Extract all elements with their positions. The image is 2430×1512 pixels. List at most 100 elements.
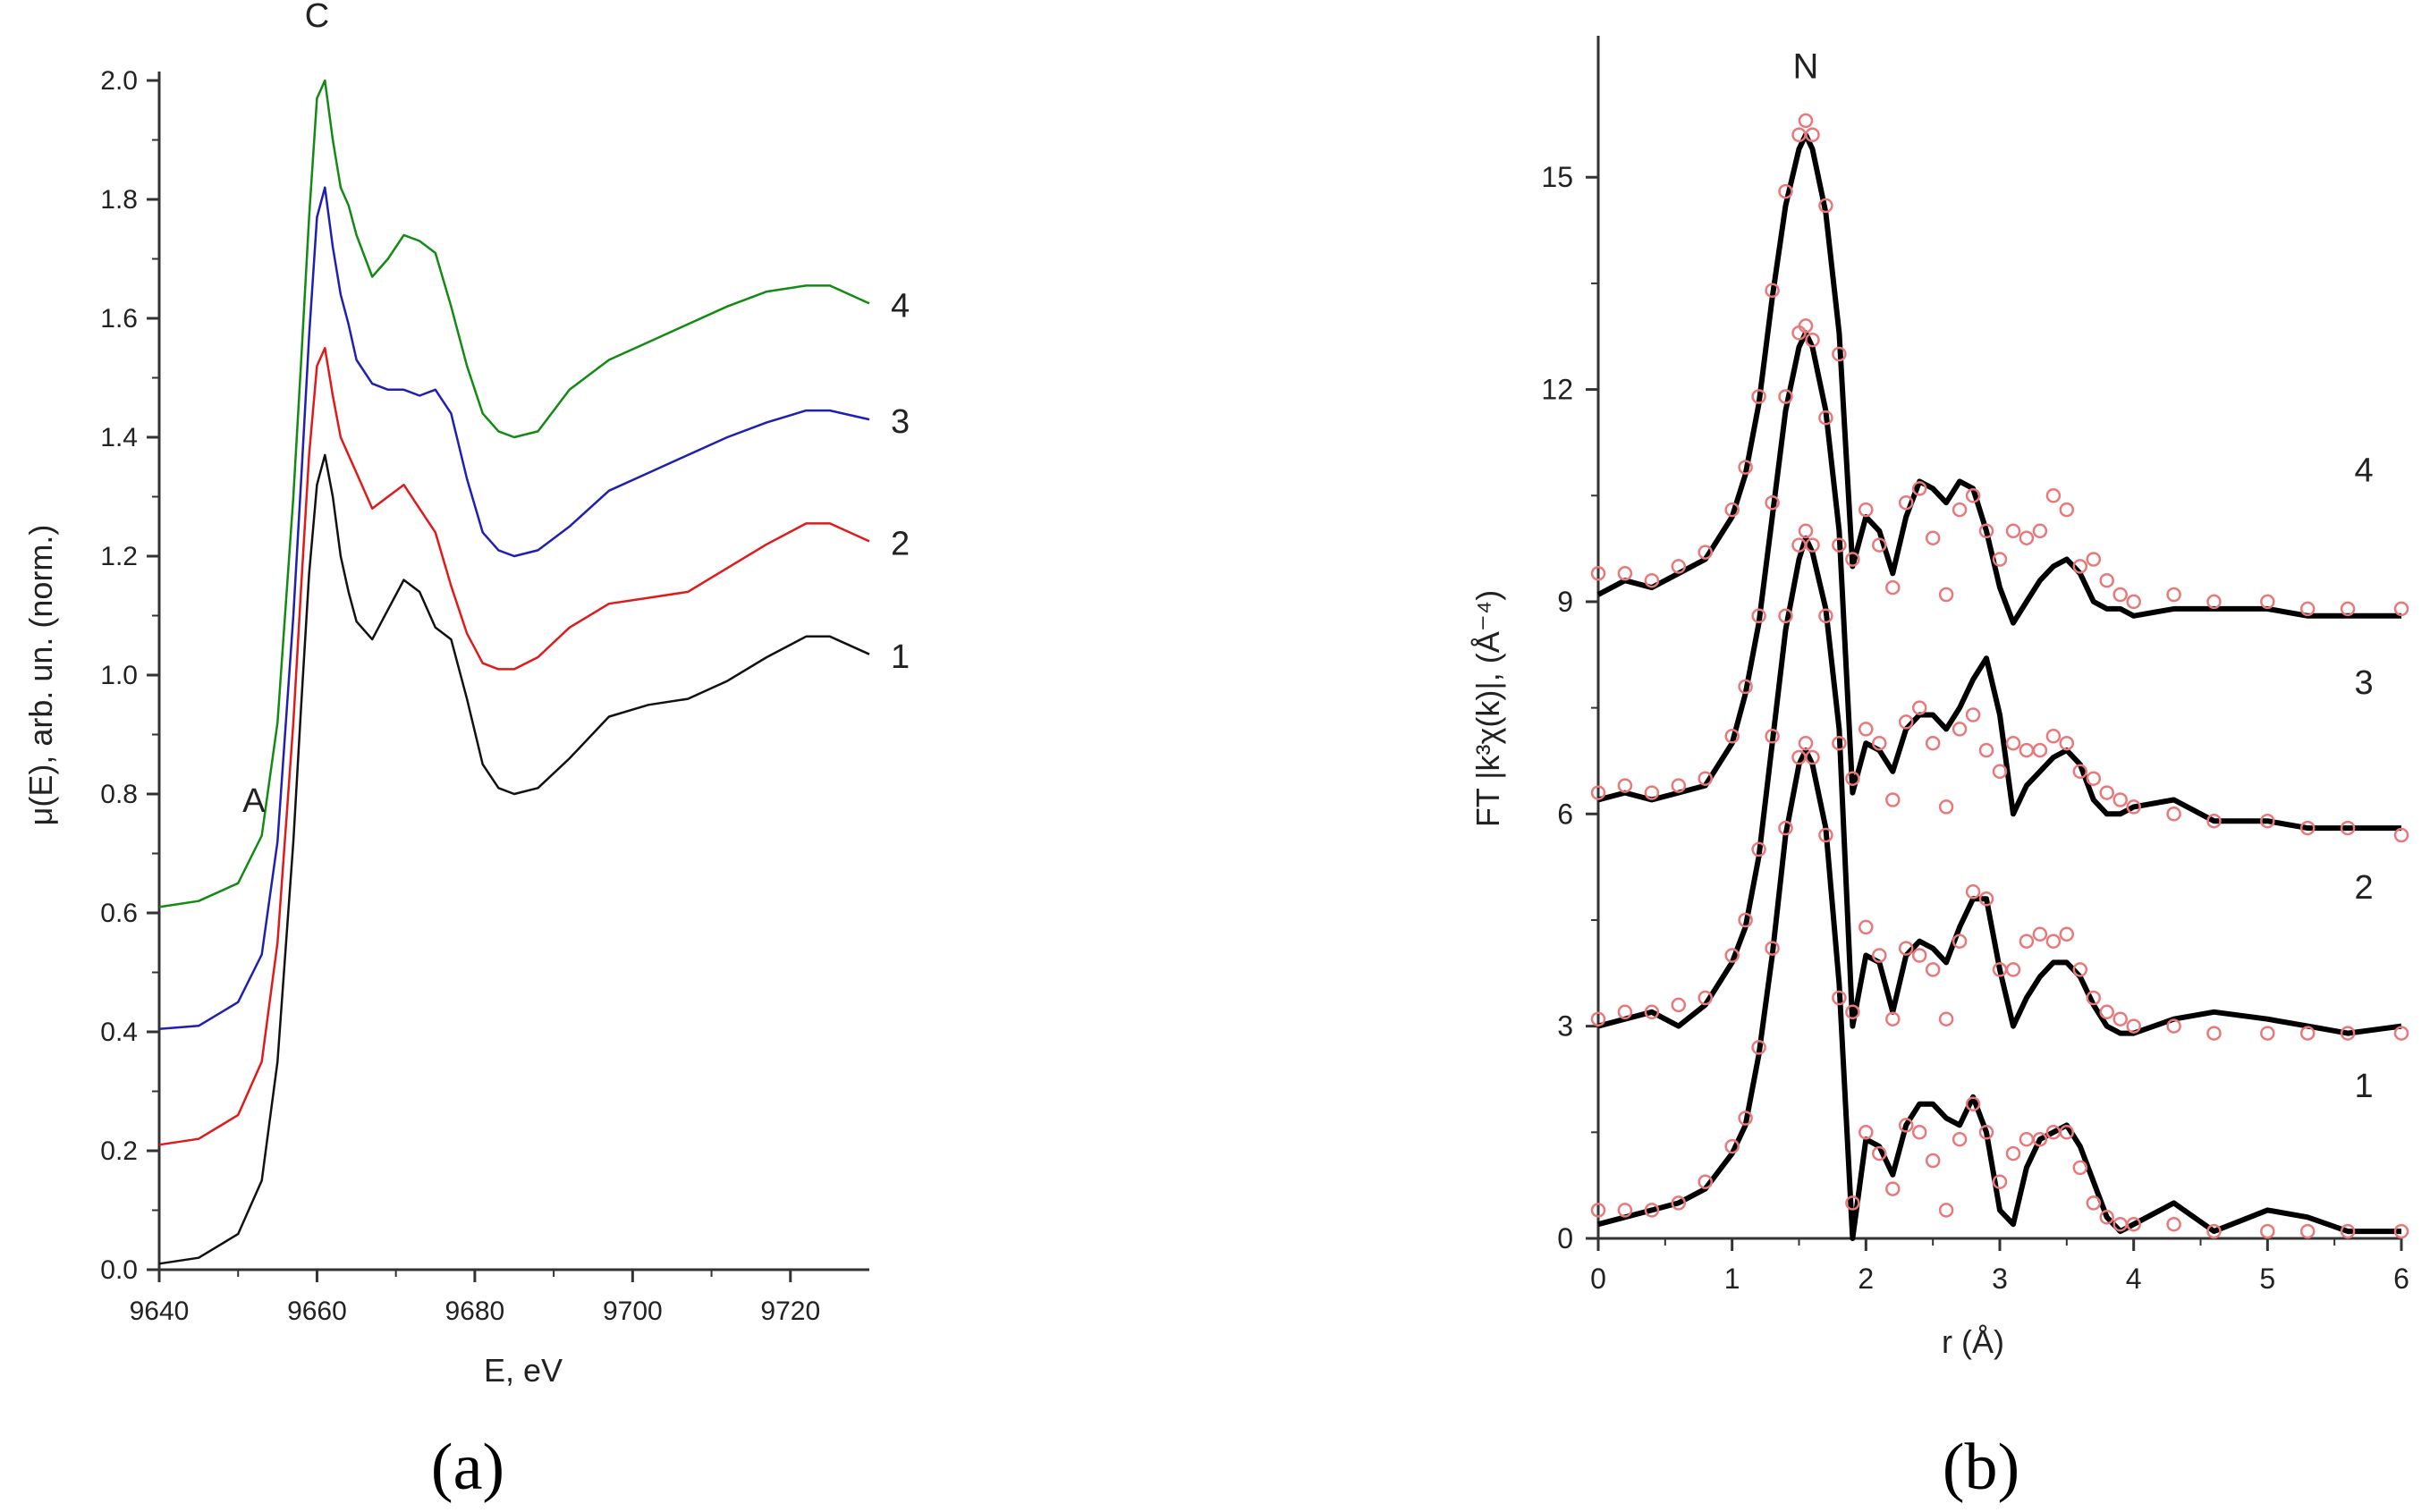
panel-b-data-point bbox=[2340, 601, 2356, 617]
panel-b-data-point bbox=[1738, 679, 1753, 695]
panel-a-series-3-label: 3 bbox=[891, 403, 910, 441]
panel-a-y-tick-label: 0.8 bbox=[100, 780, 138, 809]
panel-a-series-1-line bbox=[158, 453, 870, 1265]
panel-b-data-point bbox=[1832, 537, 1847, 553]
panel-b-data-point bbox=[1698, 1174, 1713, 1189]
panel-b-data-point bbox=[1845, 771, 1860, 786]
panel-b-data-point bbox=[2126, 1216, 2141, 1232]
panel-b-data-point bbox=[2393, 1026, 2409, 1041]
panel-b-data-point bbox=[2072, 764, 2088, 780]
panel-b-data-point bbox=[2126, 594, 2141, 610]
panel-b-data-point bbox=[2005, 1145, 2021, 1161]
panel-b-data-point bbox=[1845, 1195, 1860, 1211]
panel-b-data-point bbox=[1858, 919, 1874, 935]
panel-b-data-point bbox=[1938, 799, 1954, 815]
panel-b-data-point bbox=[2206, 594, 2222, 610]
panel-a-annotation: A bbox=[242, 782, 266, 820]
panel-b-data-point bbox=[1952, 502, 1968, 518]
panel-a-series-3-line bbox=[158, 186, 870, 1030]
panel-a-x-tick-label: 9660 bbox=[287, 1297, 347, 1326]
panel-b-data-point bbox=[1898, 494, 1914, 511]
panel-b-data-point bbox=[1978, 523, 1994, 539]
panel-b-data-point bbox=[2099, 1004, 2114, 1020]
panel-b-data-point bbox=[1671, 1195, 1687, 1211]
panel-b-data-point bbox=[1858, 1125, 1874, 1140]
panel-b-data-point bbox=[1698, 771, 1713, 786]
panel-b-data-point bbox=[1952, 722, 1968, 737]
panel-b-data-point bbox=[2112, 587, 2128, 603]
panel-b-data-point bbox=[1617, 778, 1633, 793]
panel-b-data-point bbox=[2019, 530, 2035, 545]
panel-b-data-point bbox=[2299, 820, 2316, 836]
panel-b-data-point bbox=[2166, 1216, 2181, 1232]
panel-b-y-tick-label: 6 bbox=[1557, 798, 1573, 830]
panel-b-data-point bbox=[1778, 183, 1793, 199]
panel-b-data-point bbox=[1805, 537, 1820, 553]
panel-b-data-point bbox=[1885, 579, 1901, 596]
panel-b-data-point bbox=[2166, 807, 2181, 822]
panel-b-data-point bbox=[1765, 941, 1780, 956]
panel-b-data-point bbox=[1617, 566, 1633, 581]
panel-b-data-point bbox=[1872, 735, 1887, 751]
panel-b-data-point bbox=[1925, 735, 1941, 751]
panel-b-data-point bbox=[1938, 587, 1954, 603]
panel-b-data-point bbox=[1798, 113, 1814, 129]
panel-b-data-point bbox=[1751, 841, 1766, 857]
panel-b-data-point bbox=[2032, 523, 2048, 539]
panel-b-data-point bbox=[2005, 523, 2021, 539]
panel-b-data-point bbox=[2299, 1026, 2316, 1041]
panel-b-y-tick-label: 12 bbox=[1541, 374, 1573, 406]
panel-b-data-point bbox=[2086, 1195, 2102, 1211]
panel-b-data-point bbox=[2340, 820, 2356, 836]
panel-b-data-point bbox=[1698, 990, 1713, 1006]
panel-b-data-point bbox=[1845, 552, 1860, 567]
panel-b-data-point bbox=[1911, 700, 1927, 715]
panel-b-x-tick-label: 6 bbox=[2393, 1263, 2409, 1295]
panel-b-y-tick-label: 0 bbox=[1557, 1222, 1573, 1254]
panel-b-data-point bbox=[1778, 608, 1793, 624]
panel-b-data-point bbox=[1590, 1011, 1606, 1026]
panel-b-data-point bbox=[1925, 962, 1941, 977]
panel-b-data-point bbox=[1724, 948, 1740, 963]
panel-b-series-4-label: 4 bbox=[2355, 452, 2374, 489]
panel-b-data-point bbox=[1698, 545, 1713, 560]
panel-b-data-point bbox=[1832, 990, 1847, 1006]
panel-b-data-point bbox=[2072, 962, 2088, 977]
panel-b-data-point bbox=[1590, 1203, 1606, 1218]
panel-b-data-point bbox=[2206, 1223, 2222, 1239]
panel-b-data-point bbox=[2099, 572, 2114, 588]
panel-b-data-point bbox=[1978, 1125, 1994, 1140]
panel-b-data-point bbox=[2299, 601, 2316, 617]
panel-b-data-point bbox=[1644, 1004, 1660, 1020]
panel-b-data-point bbox=[1765, 729, 1780, 744]
panel-b-y-tick-label: 9 bbox=[1557, 586, 1573, 618]
panel-a-label: (a) bbox=[431, 1431, 504, 1504]
panel-b-data-point bbox=[1885, 1181, 1901, 1196]
panel-b-label: (b) bbox=[1943, 1431, 2019, 1504]
panel-b-data-point bbox=[1885, 1011, 1901, 1026]
panel-b-data-point bbox=[1872, 1145, 1887, 1161]
panel-b-data-point bbox=[1765, 283, 1780, 299]
panel-b-data-point bbox=[2166, 1018, 2181, 1034]
panel-b-data-point bbox=[1590, 785, 1606, 800]
panel-b-data-point bbox=[1798, 318, 1814, 334]
panel-b-data-point bbox=[2126, 799, 2141, 815]
panel-b-data-point bbox=[1590, 566, 1606, 581]
panel-b-data-point bbox=[1751, 389, 1766, 404]
panel-b-x-tick-label: 4 bbox=[2126, 1263, 2142, 1295]
panel-b-data-point bbox=[1965, 1096, 1981, 1111]
panel-b-data-point bbox=[2260, 813, 2275, 829]
panel-b-data-point bbox=[2045, 933, 2062, 949]
panel-a-x-tick-label: 9680 bbox=[445, 1297, 505, 1326]
panel-b-data-point bbox=[1978, 891, 1994, 907]
panel-a-series-4-line bbox=[158, 79, 870, 908]
panel-a-y-tick-label: 0.4 bbox=[100, 1018, 138, 1047]
panel-b-data-point bbox=[1671, 997, 1687, 1013]
panel-b-data-point bbox=[1805, 749, 1820, 765]
panel-b-data-point bbox=[2032, 926, 2048, 942]
panel-b-data-point bbox=[2005, 735, 2021, 751]
panel-b-data-point bbox=[1858, 722, 1874, 737]
panel-b-data-point bbox=[1738, 460, 1753, 475]
panel-b-data-point bbox=[1617, 1004, 1633, 1020]
